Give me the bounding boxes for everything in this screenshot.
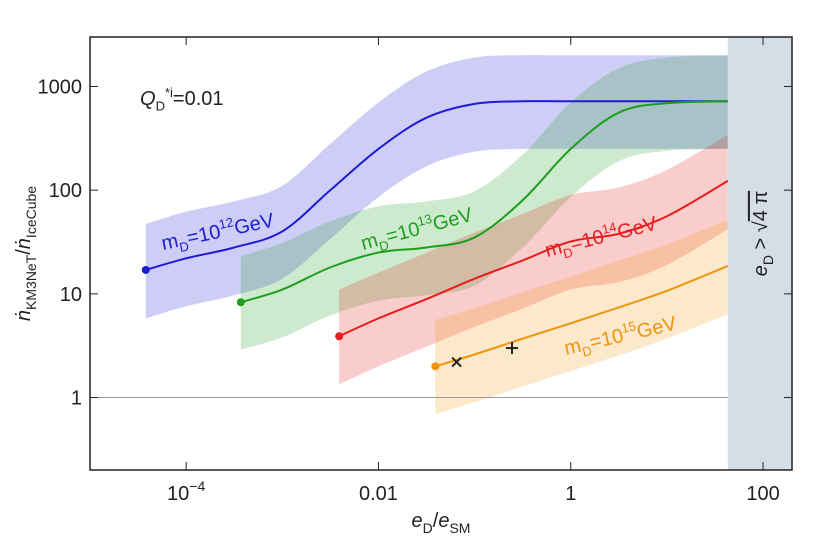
annotation-part: D xyxy=(156,98,165,113)
y-axis-label-part: / xyxy=(13,249,35,255)
series-label-part: 12 xyxy=(217,214,234,232)
series-label-part: 13 xyxy=(416,211,434,229)
series-label-part: m xyxy=(543,236,564,261)
y-tick-label: 10 xyxy=(60,284,82,306)
excluded-region xyxy=(727,37,792,470)
x-axis-label-part: / xyxy=(433,510,439,532)
region-label-part: 4 π xyxy=(750,191,772,221)
x-axis-label-part: SM xyxy=(449,520,470,536)
x-tick-label-part: −4 xyxy=(189,478,205,494)
uncertainty-band xyxy=(145,55,728,319)
start-point xyxy=(335,332,344,341)
plot-area xyxy=(90,37,792,470)
series-line xyxy=(240,100,728,304)
x-axis-label-part: e xyxy=(412,510,423,532)
y-axis-label-part: ṅ xyxy=(13,238,35,249)
x-axis-label-part: e xyxy=(438,510,449,532)
annotation: QD*i=0.01 xyxy=(140,85,224,114)
y-tick-label: 1 xyxy=(71,388,82,410)
x-tick-label: 10−4 xyxy=(167,478,205,505)
annotation-part: =0.01 xyxy=(173,88,224,110)
series-label-part: m xyxy=(159,230,180,255)
y-tick-label: 100 xyxy=(49,180,82,202)
series-label-part: D xyxy=(377,237,390,254)
region-label-part: > √ xyxy=(750,221,772,255)
series-label-part: m xyxy=(359,229,381,255)
series-label-part: 14 xyxy=(600,219,618,237)
start-point xyxy=(431,362,440,371)
series-line xyxy=(338,179,729,338)
uncertainty-band xyxy=(240,55,728,350)
x-tick-label: 1 xyxy=(565,483,576,505)
series-line xyxy=(145,100,728,271)
uncertainty-band xyxy=(339,135,728,385)
series-label-part: m xyxy=(562,335,583,360)
series-label-part: D xyxy=(562,245,575,262)
x-tick-label: 0.01 xyxy=(359,483,398,505)
start-point xyxy=(236,298,245,307)
region-label-part: D xyxy=(760,255,776,265)
x-tick-label-part: 10 xyxy=(167,483,189,505)
x-tick-label: 100 xyxy=(746,483,779,505)
y-axis-label-part: ṅ xyxy=(13,310,35,321)
plot-frame xyxy=(89,36,793,471)
x-axis-label: eD/eSM xyxy=(412,510,471,536)
annotation-part: *i xyxy=(165,85,173,100)
series-label-part: 15 xyxy=(620,318,637,336)
series-label-part: D xyxy=(581,343,594,360)
marker xyxy=(451,356,462,368)
marker xyxy=(506,342,519,355)
uncertainty-band xyxy=(435,219,728,415)
x-axis-label-part: D xyxy=(423,520,433,536)
start-point xyxy=(141,265,150,274)
y-tick-label: 1000 xyxy=(38,76,83,98)
series-label-part: D xyxy=(178,238,190,255)
series-line xyxy=(434,264,729,368)
y-axis-label-part: KM3NeT xyxy=(23,254,39,310)
y-axis-label: ṅKM3NeT/ṅIceCube xyxy=(13,186,39,321)
region-label-part: e xyxy=(750,265,772,276)
y-axis-label-part: IceCube xyxy=(23,186,39,238)
marker-stroke xyxy=(451,356,462,368)
annotation-part: Q xyxy=(140,88,156,110)
region-label: eD > √4 π xyxy=(750,191,776,277)
